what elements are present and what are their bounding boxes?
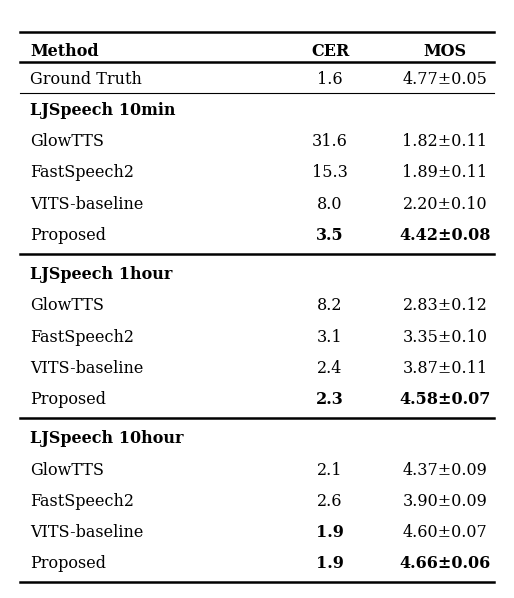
Text: 8.0: 8.0 (317, 196, 343, 213)
Text: 1.89±0.11: 1.89±0.11 (402, 164, 488, 181)
Text: VITS-baseline: VITS-baseline (30, 196, 143, 213)
Text: CER: CER (311, 43, 349, 60)
Text: 1.9: 1.9 (316, 556, 344, 572)
Text: MOS: MOS (424, 43, 467, 60)
Text: 2.83±0.12: 2.83±0.12 (402, 297, 487, 315)
Text: Proposed: Proposed (30, 391, 106, 408)
Text: GlowTTS: GlowTTS (30, 133, 104, 150)
Text: 3.90±0.09: 3.90±0.09 (402, 493, 487, 510)
Text: GlowTTS: GlowTTS (30, 462, 104, 478)
Text: VITS-baseline: VITS-baseline (30, 524, 143, 541)
Text: FastSpeech2: FastSpeech2 (30, 493, 134, 510)
Text: Ground Truth: Ground Truth (30, 71, 142, 88)
Text: 4.42±0.08: 4.42±0.08 (399, 227, 491, 244)
Text: 3.35±0.10: 3.35±0.10 (402, 329, 487, 346)
Text: 2.1: 2.1 (317, 462, 343, 478)
Text: 3.1: 3.1 (317, 329, 343, 346)
Text: VITS-baseline: VITS-baseline (30, 360, 143, 377)
Text: 31.6: 31.6 (312, 133, 348, 150)
Text: 2.3: 2.3 (316, 391, 344, 408)
Text: 3.5: 3.5 (316, 227, 344, 244)
Text: Proposed: Proposed (30, 556, 106, 572)
Text: FastSpeech2: FastSpeech2 (30, 329, 134, 346)
Text: 2.6: 2.6 (317, 493, 343, 510)
Text: 4.37±0.09: 4.37±0.09 (402, 462, 487, 478)
Text: GlowTTS: GlowTTS (30, 297, 104, 315)
Text: 4.66±0.06: 4.66±0.06 (399, 556, 491, 572)
Text: 4.77±0.05: 4.77±0.05 (402, 71, 487, 88)
Text: Method: Method (30, 43, 99, 60)
Text: 4.58±0.07: 4.58±0.07 (399, 391, 491, 408)
Text: LJSpeech 10hour: LJSpeech 10hour (30, 431, 183, 447)
Text: 8.2: 8.2 (317, 297, 343, 315)
Text: 3.87±0.11: 3.87±0.11 (402, 360, 488, 377)
Text: 2.20±0.10: 2.20±0.10 (402, 196, 487, 213)
Text: 2.4: 2.4 (317, 360, 343, 377)
Text: LJSpeech 10min: LJSpeech 10min (30, 102, 175, 119)
Text: LJSpeech 1hour: LJSpeech 1hour (30, 266, 172, 283)
Text: 4.60±0.07: 4.60±0.07 (402, 524, 487, 541)
Text: 1.6: 1.6 (317, 71, 343, 88)
Text: Proposed: Proposed (30, 227, 106, 244)
Text: 1.82±0.11: 1.82±0.11 (402, 133, 487, 150)
Text: 15.3: 15.3 (312, 164, 348, 181)
Text: 1.9: 1.9 (316, 524, 344, 541)
Text: FastSpeech2: FastSpeech2 (30, 164, 134, 181)
